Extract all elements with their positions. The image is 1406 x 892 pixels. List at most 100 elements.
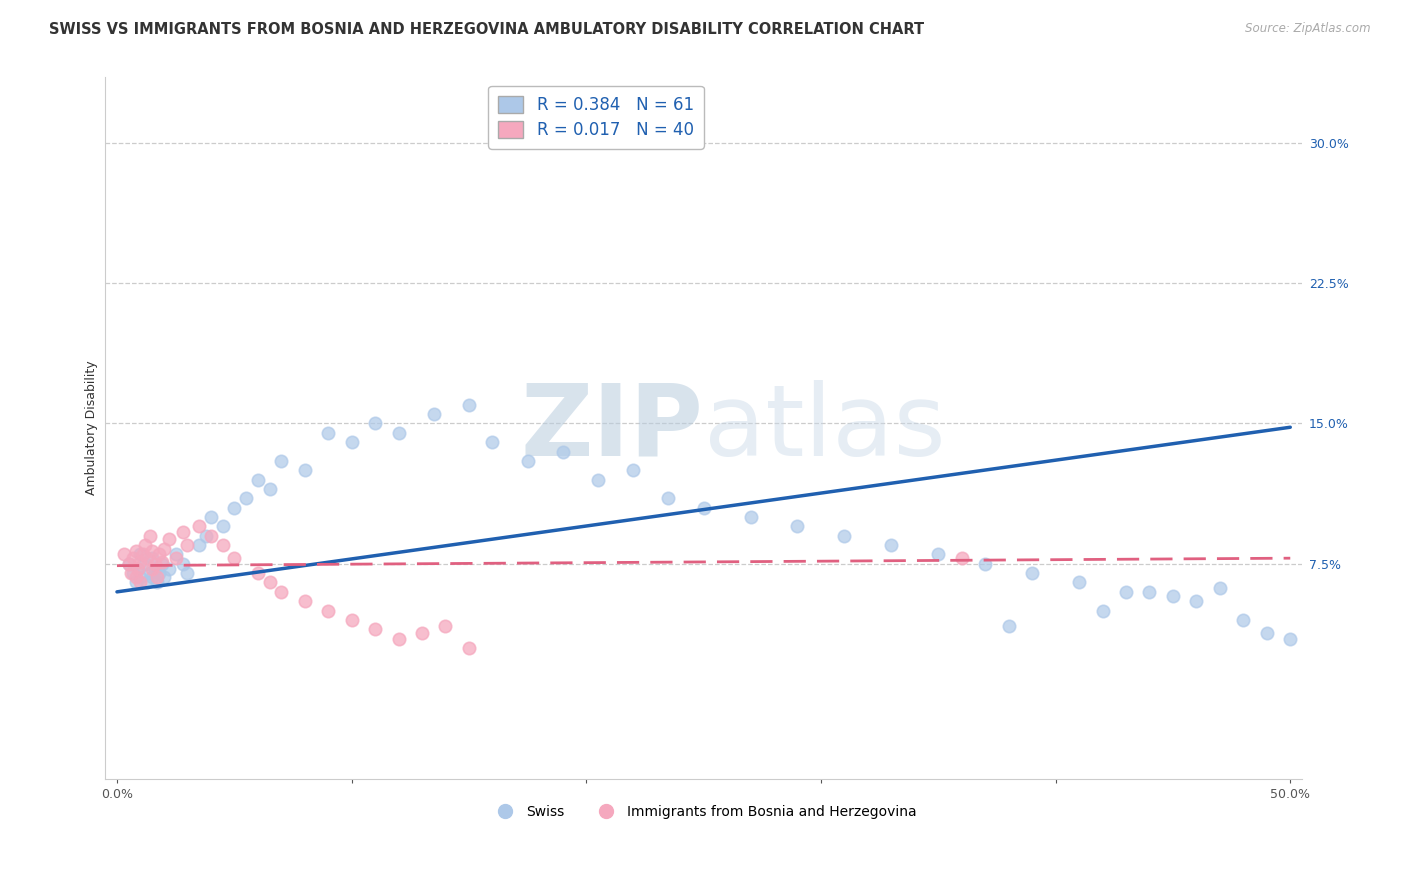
Text: SWISS VS IMMIGRANTS FROM BOSNIA AND HERZEGOVINA AMBULATORY DISABILITY CORRELATIO: SWISS VS IMMIGRANTS FROM BOSNIA AND HERZ… — [49, 22, 924, 37]
Point — [621, 463, 644, 477]
Point — [211, 538, 233, 552]
Point — [150, 555, 173, 569]
Point — [125, 575, 148, 590]
Point — [516, 454, 538, 468]
Point — [316, 425, 339, 440]
Point — [997, 618, 1019, 632]
Point — [740, 510, 762, 524]
Point — [141, 562, 163, 576]
Point — [411, 626, 433, 640]
Point — [165, 551, 187, 566]
Point — [141, 570, 163, 584]
Point — [1021, 566, 1043, 581]
Point — [139, 529, 162, 543]
Point — [127, 562, 149, 576]
Point — [143, 557, 166, 571]
Point — [211, 519, 233, 533]
Point — [1091, 603, 1114, 617]
Point — [692, 500, 714, 515]
Point — [423, 407, 446, 421]
Point — [129, 570, 152, 584]
Point — [551, 444, 574, 458]
Point — [176, 538, 198, 552]
Point — [150, 557, 173, 571]
Point — [1115, 585, 1137, 599]
Point — [1161, 589, 1184, 603]
Point — [143, 562, 166, 576]
Point — [235, 491, 257, 506]
Point — [132, 548, 155, 562]
Point — [1067, 575, 1090, 590]
Point — [586, 473, 609, 487]
Point — [129, 575, 152, 590]
Legend: Swiss, Immigrants from Bosnia and Herzegovina: Swiss, Immigrants from Bosnia and Herzeg… — [485, 799, 922, 824]
Point — [458, 640, 481, 655]
Point — [259, 482, 281, 496]
Point — [364, 622, 387, 636]
Point — [153, 570, 176, 584]
Point — [141, 543, 163, 558]
Point — [153, 541, 176, 556]
Point — [188, 519, 211, 533]
Point — [134, 557, 156, 571]
Point — [141, 551, 163, 566]
Point — [172, 557, 194, 571]
Point — [294, 463, 316, 477]
Point — [481, 435, 503, 450]
Point — [122, 551, 145, 566]
Text: atlas: atlas — [703, 380, 945, 476]
Point — [139, 566, 162, 581]
Point — [165, 548, 187, 562]
Point — [387, 632, 409, 646]
Point — [1185, 594, 1208, 608]
Point — [112, 548, 135, 562]
Point — [125, 543, 148, 558]
Y-axis label: Ambulatory Disability: Ambulatory Disability — [86, 361, 98, 495]
Point — [157, 533, 180, 547]
Point — [434, 618, 457, 632]
Point — [148, 548, 170, 562]
Point — [176, 566, 198, 581]
Point — [146, 575, 169, 590]
Point — [880, 538, 903, 552]
Text: ZIP: ZIP — [520, 380, 703, 476]
Point — [1232, 613, 1254, 627]
Point — [188, 538, 211, 552]
Point — [364, 417, 387, 431]
Point — [974, 557, 997, 571]
Point — [834, 529, 856, 543]
Point — [316, 603, 339, 617]
Point — [786, 519, 808, 533]
Point — [950, 551, 973, 566]
Point — [200, 529, 222, 543]
Point — [129, 548, 152, 562]
Text: Source: ZipAtlas.com: Source: ZipAtlas.com — [1246, 22, 1371, 36]
Point — [172, 524, 194, 539]
Point — [127, 562, 149, 576]
Point — [270, 454, 292, 468]
Point — [129, 555, 152, 569]
Point — [259, 575, 281, 590]
Point — [458, 398, 481, 412]
Point — [134, 538, 156, 552]
Point — [195, 529, 218, 543]
Point — [1256, 626, 1278, 640]
Point — [118, 557, 141, 571]
Point — [146, 570, 169, 584]
Point — [340, 613, 363, 627]
Point — [120, 566, 142, 581]
Point — [122, 566, 145, 581]
Point — [270, 585, 292, 599]
Point — [148, 566, 170, 581]
Point — [118, 557, 141, 571]
Point — [246, 473, 269, 487]
Point — [1209, 581, 1232, 595]
Point — [136, 551, 159, 566]
Point — [1139, 585, 1161, 599]
Point — [387, 425, 409, 440]
Point — [200, 510, 222, 524]
Point — [157, 562, 180, 576]
Point — [294, 594, 316, 608]
Point — [136, 575, 159, 590]
Point — [246, 566, 269, 581]
